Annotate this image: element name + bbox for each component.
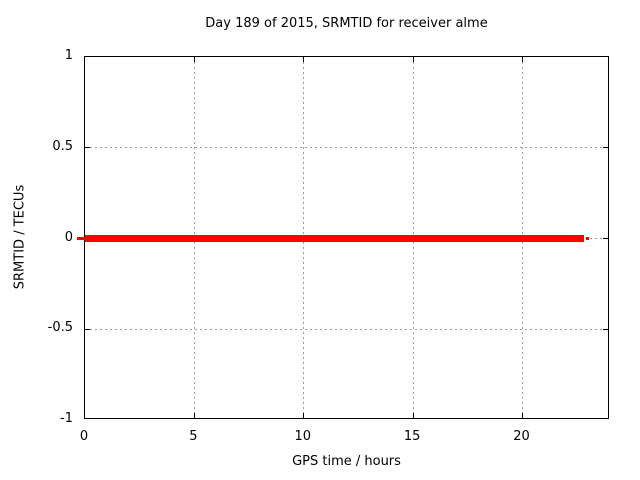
y-gridline (85, 147, 608, 149)
y-tick-label: 0 (64, 229, 73, 245)
y-gridline (85, 328, 608, 330)
x-tick-top (522, 57, 523, 62)
series-line-end-dash (585, 237, 589, 240)
y-tick-label: -0.5 (47, 320, 73, 336)
x-tick-bottom (303, 413, 305, 418)
y-tick-right (603, 238, 608, 239)
x-tick-top (303, 57, 305, 62)
x-tick-label: 5 (189, 429, 198, 444)
y-tick-left (85, 328, 90, 330)
y-tick-label: 0.5 (52, 138, 73, 154)
chart-title: Day 189 of 2015, SRMTID for receiver alm… (205, 16, 488, 31)
plot-area (77, 56, 609, 419)
x-axis-label: GPS time / hours (292, 454, 401, 469)
series-line (85, 235, 584, 242)
y-tick-left (85, 147, 90, 149)
y-tick-label: -1 (60, 411, 73, 426)
x-tick-top (412, 57, 414, 62)
x-tick-top (193, 57, 195, 62)
x-tick-bottom (412, 413, 414, 418)
x-tick-label: 20 (513, 429, 530, 444)
y-tick-right (603, 328, 608, 330)
x-tick-bottom (522, 413, 523, 418)
x-tick-label: 15 (403, 429, 421, 444)
y-tick-label: 1 (64, 48, 73, 63)
x-tick-label: 0 (79, 429, 89, 444)
x-tick-bottom (193, 413, 195, 418)
y-tick-right (603, 147, 608, 149)
series-line-left-cap (77, 237, 85, 240)
x-tick-label: 10 (294, 429, 312, 444)
